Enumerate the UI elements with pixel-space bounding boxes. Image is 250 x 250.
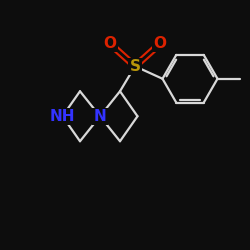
Text: NH: NH — [50, 109, 75, 124]
Text: O: O — [154, 36, 166, 51]
Text: S: S — [130, 59, 140, 74]
Text: O: O — [104, 36, 117, 51]
Text: N: N — [94, 109, 106, 124]
